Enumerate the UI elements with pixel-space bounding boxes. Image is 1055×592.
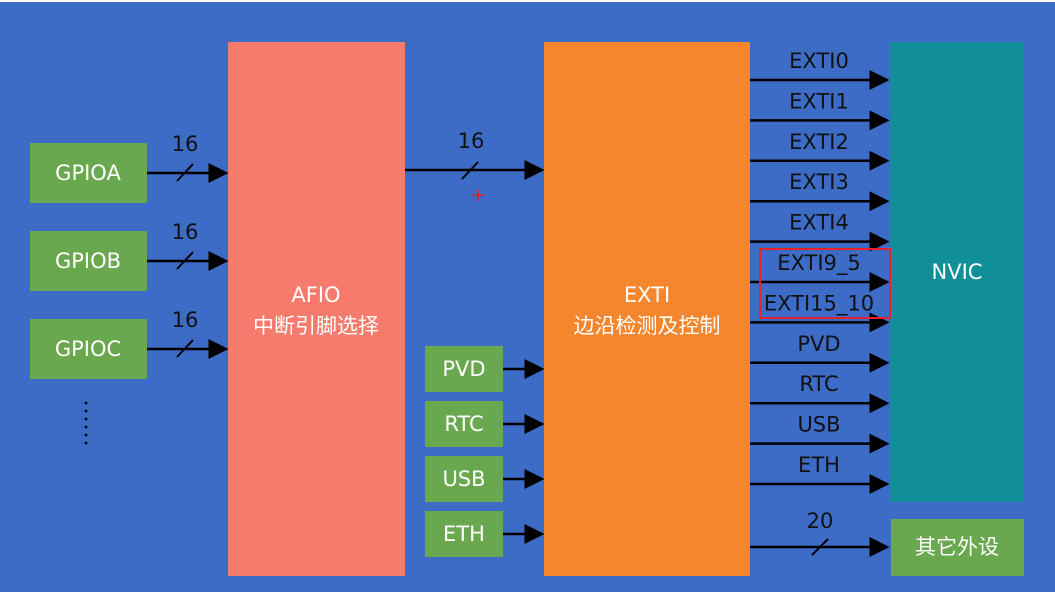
bus-width: 16 (172, 132, 199, 156)
output-label: RTC (799, 372, 838, 396)
output-label: EXTI3 (789, 170, 849, 194)
cursor-mark: + (470, 185, 485, 206)
output-label: EXTI9_5 (777, 251, 861, 276)
highlight-box (759, 248, 891, 319)
exti-title: EXTI (624, 283, 670, 307)
output-label: ETH (798, 453, 840, 477)
input-label: PVD (442, 357, 485, 381)
bus-slash (461, 161, 479, 180)
afio-subtitle: 中断引脚选择 (253, 314, 379, 338)
other-peripherals-box (891, 519, 1024, 576)
bus-width: 20 (807, 509, 834, 533)
bus-width: 16 (172, 308, 199, 332)
output-label: EXTI15_10 (764, 291, 874, 316)
gpio-label: GPIOA (55, 161, 121, 185)
bus-slash (176, 163, 194, 182)
afio-title: AFIO (291, 283, 340, 307)
output-label: PVD (797, 332, 840, 356)
input-box (425, 346, 503, 392)
exti-box (544, 42, 750, 576)
gpio-label: GPIOC (55, 337, 121, 361)
gpio-box (30, 231, 147, 291)
other-peripherals-label: 其它外设 (915, 535, 999, 559)
output-label: EXTI2 (789, 130, 849, 154)
bus-slash (176, 339, 194, 358)
output-label: EXTI4 (789, 211, 849, 235)
gpio-box (30, 143, 147, 203)
input-label: RTC (444, 412, 483, 436)
nvic-label: NVIC (932, 260, 983, 284)
input-box (425, 511, 503, 557)
afio-box (228, 42, 405, 576)
gpio-box (30, 319, 147, 379)
input-label: USB (442, 467, 485, 491)
bus-width: 16 (172, 220, 199, 244)
bus-slash (811, 538, 829, 556)
output-label: EXTI0 (789, 49, 849, 73)
bus-width: 16 (458, 129, 485, 153)
input-box (425, 456, 503, 502)
input-label: ETH (443, 522, 485, 546)
input-box (425, 401, 503, 447)
ellipsis (84, 401, 88, 445)
output-label: EXTI1 (789, 89, 849, 113)
exti-subtitle: 边沿检测及控制 (574, 314, 721, 338)
nvic-box (890, 42, 1024, 502)
bus-slash (176, 251, 194, 270)
output-label: USB (797, 413, 840, 437)
gpio-label: GPIOB (55, 249, 121, 273)
